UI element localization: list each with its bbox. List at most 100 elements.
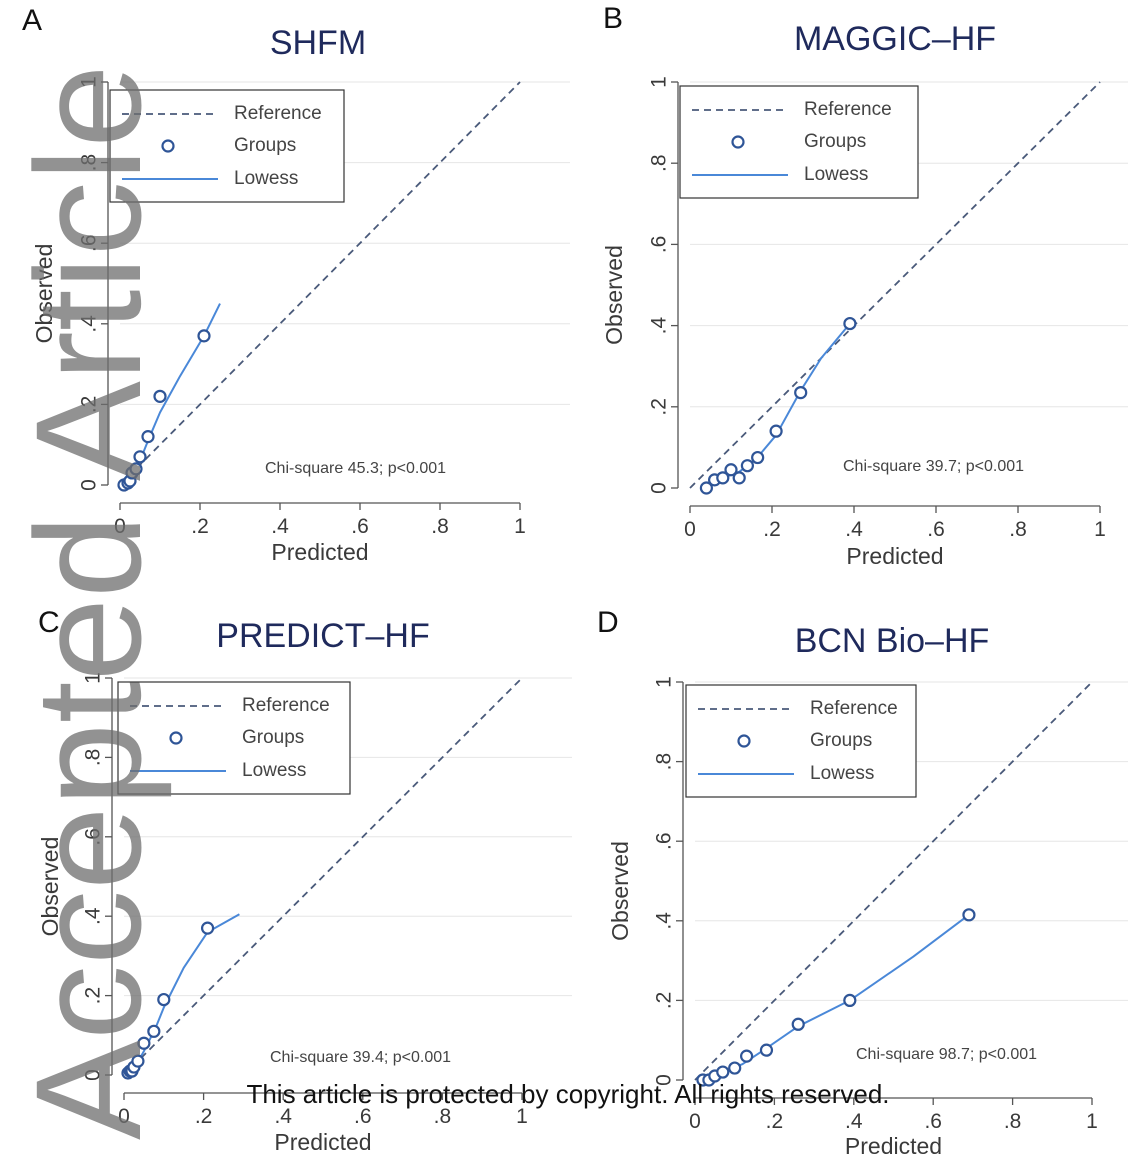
lowess-curve bbox=[705, 322, 851, 487]
legend-label: Lowess bbox=[234, 168, 298, 189]
legend: Reference Groups Lowess bbox=[117, 681, 351, 795]
x-tick-label: .8 bbox=[431, 515, 449, 538]
y-tick-label: .4 bbox=[648, 317, 671, 335]
group-point bbox=[699, 481, 714, 495]
legend-box bbox=[109, 89, 345, 203]
calibration-plot-a: 0 .2 .4 .6 .8 1 0 .2 .4 .6 .8 1 Predicted Observed SHF… bbox=[22, 4, 570, 565]
group-point bbox=[141, 430, 155, 444]
legend-groups-swatch bbox=[731, 135, 745, 149]
legend-box bbox=[117, 681, 351, 795]
y-tick-label: .8 bbox=[82, 749, 105, 767]
x-tick-label: .8 bbox=[434, 1105, 452, 1128]
legend-label: Lowess bbox=[810, 763, 874, 784]
reference-line bbox=[119, 81, 521, 486]
x-tick-label: .4 bbox=[845, 1110, 863, 1133]
y-tick-label: .4 bbox=[653, 912, 676, 930]
reference-line bbox=[689, 81, 1101, 489]
x-tick-label: .6 bbox=[354, 1105, 372, 1128]
y-tick-label: .8 bbox=[653, 753, 676, 771]
legend-label: Groups bbox=[810, 730, 872, 751]
x-tick-label: .6 bbox=[927, 518, 945, 541]
chart-title: MAGGIC–HF bbox=[794, 20, 996, 58]
group-point bbox=[740, 459, 755, 473]
legend-groups-swatch bbox=[169, 731, 183, 745]
legend-label: Lowess bbox=[242, 760, 306, 781]
calibration-plot-b: 0 .2 .4 .6 .8 1 0 .2 .4 .6 .8 1 Predicted Observed MAG… bbox=[601, 2, 1128, 569]
group-point bbox=[131, 1054, 145, 1068]
legend-label: Lowess bbox=[804, 164, 868, 185]
x-axis-label: Predicted bbox=[845, 1133, 942, 1156]
y-tick-label: 0 bbox=[648, 482, 671, 494]
group-point bbox=[740, 1049, 754, 1063]
group-point bbox=[153, 389, 167, 403]
legend-label: Reference bbox=[810, 698, 898, 719]
panel-letter: B bbox=[603, 2, 623, 35]
y-tick-label: 1 bbox=[648, 76, 671, 88]
legend-label: Reference bbox=[242, 695, 330, 716]
group-point bbox=[791, 1017, 805, 1031]
x-tick-label: 1 bbox=[514, 515, 526, 538]
x-tick-label: 0 bbox=[684, 518, 696, 541]
x-tick-label: .4 bbox=[845, 518, 863, 541]
y-tick-label: .4 bbox=[78, 315, 101, 333]
chi-square-annotation: Chi-square 45.3; p<0.001 bbox=[265, 460, 446, 477]
legend-label: Reference bbox=[804, 99, 892, 120]
y-tick-label: .2 bbox=[78, 396, 101, 414]
group-point bbox=[716, 471, 730, 485]
legend-label: Groups bbox=[242, 727, 304, 748]
legend-groups-swatch bbox=[161, 139, 175, 153]
x-tick-label: 1 bbox=[1086, 1110, 1098, 1133]
group-point bbox=[962, 908, 976, 922]
chart-title: SHFM bbox=[270, 24, 366, 62]
y-tick-label: .2 bbox=[648, 398, 671, 416]
legend: Reference Groups Lowess bbox=[679, 85, 919, 199]
chart-title: PREDICT–HF bbox=[216, 617, 429, 655]
y-axis-label: Observed bbox=[37, 837, 63, 937]
reference-line bbox=[123, 677, 523, 1076]
y-tick-label: 1 bbox=[82, 672, 105, 684]
group-point bbox=[133, 450, 147, 464]
x-tick-label: 1 bbox=[516, 1105, 528, 1128]
panel-letter: D bbox=[597, 606, 619, 639]
x-tick-label: .2 bbox=[191, 515, 209, 538]
legend-box bbox=[685, 684, 917, 798]
legend-label: Groups bbox=[804, 131, 866, 152]
y-tick-label: .4 bbox=[82, 907, 105, 925]
x-tick-label: .6 bbox=[924, 1110, 942, 1133]
y-axis-label: Observed bbox=[31, 244, 57, 344]
group-point bbox=[843, 316, 857, 331]
y-tick-label: 0 bbox=[78, 479, 101, 491]
panel-letter: A bbox=[22, 4, 42, 37]
y-tick-label: .2 bbox=[82, 987, 105, 1005]
legend: Reference Groups Lowess bbox=[685, 684, 917, 798]
chart-title: BCN Bio–HF bbox=[795, 622, 990, 660]
x-tick-label: .4 bbox=[271, 515, 289, 538]
group-point bbox=[197, 329, 211, 343]
reference-line bbox=[694, 681, 1093, 1081]
group-point bbox=[751, 450, 765, 465]
x-axis-label: Predicted bbox=[274, 1129, 371, 1155]
y-tick-label: 0 bbox=[82, 1069, 105, 1081]
x-tick-label: 0 bbox=[114, 515, 126, 538]
legend-groups-swatch bbox=[737, 734, 751, 748]
group-point bbox=[147, 1024, 161, 1038]
legend-label: Reference bbox=[234, 103, 322, 124]
legend-label: Groups bbox=[234, 135, 296, 156]
group-point bbox=[129, 462, 143, 476]
group-point bbox=[794, 385, 808, 400]
y-tick-label: .8 bbox=[78, 154, 101, 172]
y-tick-label: .2 bbox=[653, 992, 676, 1010]
x-tick-label: .8 bbox=[1009, 518, 1027, 541]
legend: Reference Groups Lowess bbox=[109, 89, 345, 203]
x-tick-label: .8 bbox=[1004, 1110, 1022, 1133]
x-tick-label: .2 bbox=[766, 1110, 784, 1133]
chi-square-annotation: Chi-square 39.7; p<0.001 bbox=[843, 458, 1024, 475]
x-tick-label: 0 bbox=[689, 1110, 701, 1133]
x-tick-label: .6 bbox=[351, 515, 369, 538]
group-point bbox=[724, 463, 738, 477]
x-tick-label: .4 bbox=[274, 1105, 292, 1128]
group-point bbox=[759, 1043, 774, 1057]
group-point bbox=[728, 1061, 742, 1075]
y-tick-label: 1 bbox=[78, 76, 101, 88]
